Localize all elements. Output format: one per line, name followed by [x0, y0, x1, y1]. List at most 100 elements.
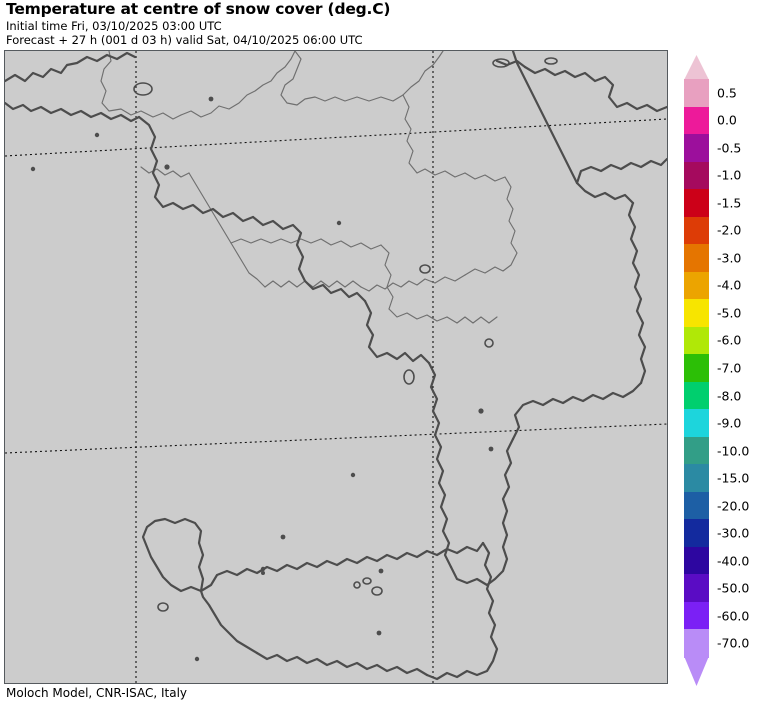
colorbar-band--9.0: [684, 409, 709, 438]
coastline-calabria-west: [427, 361, 453, 569]
coastline-sicily-westlobe: [141, 517, 205, 593]
footer-credit: Moloch Model, CNR-ISAC, Italy: [6, 686, 188, 700]
coastline-croatia: [523, 65, 667, 113]
map-canvas[interactable]: [5, 51, 667, 683]
colorbar-overflow-arrow-top: [684, 55, 709, 80]
point-marker: [208, 96, 214, 102]
islands: [133, 57, 558, 612]
graticule-parallel-1: [5, 118, 667, 157]
colorbar-label--7.0: -7.0: [717, 360, 742, 376]
colorbar-band--1.5: [684, 189, 709, 218]
colorbar-label--15.0: -15.0: [717, 470, 750, 486]
coastline-gargano: [575, 157, 667, 205]
colorbar-label--60.0: -60.0: [717, 608, 750, 624]
colorbar: 0.5 0.0 -0.5 -1.0 -1.5 -2.0 -3.0 -4.0 -5.0 -6.0 -7…: [681, 52, 760, 688]
colorbar-label--2.0: -2.0: [717, 222, 742, 238]
colorbar-label--70.0: -70.0: [717, 635, 750, 651]
coastline-tuscany-lazio: [137, 115, 255, 223]
colorbar-band--7.0: [684, 354, 709, 383]
island-tremiti: [419, 264, 431, 274]
coastline-adriatic-abruzzo: [511, 51, 579, 185]
point-marker: [376, 630, 382, 636]
point-marker: [488, 446, 494, 452]
colorbar-band--50.0: [684, 574, 709, 603]
coastline-puglia-adriatic: [627, 201, 647, 385]
colorbar-band--10.0: [684, 436, 709, 465]
colorbar-label--6.0: -6.0: [717, 332, 742, 348]
island-small-1: [484, 338, 494, 348]
point-marker: [350, 472, 356, 478]
colorbar-band--5.0: [684, 299, 709, 328]
graticule-parallel-2: [5, 423, 667, 454]
coastline-lazio-campania: [251, 215, 367, 303]
colorbar-label--1.5: -1.5: [717, 195, 742, 211]
point-marker: [336, 220, 342, 226]
point-marker: [260, 566, 266, 572]
colorbar-label--20.0: -20.0: [717, 498, 750, 514]
colorbar-band--1.0: [684, 161, 709, 190]
point-marker: [378, 568, 384, 574]
header: Temperature at centre of snow cover (deg…: [0, 0, 680, 50]
colorbar-label--10.0: -10.0: [717, 443, 750, 459]
point-marker: [478, 408, 484, 414]
colorbar-label--9.0: -9.0: [717, 415, 742, 431]
colorbar-band--30.0: [684, 519, 709, 548]
map-background: [5, 51, 667, 683]
colorbar-label--50.0: -50.0: [717, 580, 750, 596]
point-marker: [30, 166, 36, 172]
colorbar-label--40.0: -40.0: [717, 553, 750, 569]
island-egadi: [157, 602, 169, 612]
colorbar-band--15.0: [684, 464, 709, 493]
island-aeolian-3: [353, 581, 361, 589]
colorbar-band--70.0: [684, 629, 709, 658]
colorbar-label--8.0: -8.0: [717, 388, 742, 404]
point-marker: [94, 132, 100, 138]
colorbar-band--40.0: [684, 546, 709, 575]
coastline-tuscany-north: [5, 101, 141, 123]
colorbar-label-0.5: 0.5: [717, 85, 737, 101]
coastlines: [5, 51, 667, 681]
colorbar-band-0.5: [684, 79, 709, 108]
island-aeolian-1: [371, 586, 383, 596]
island-adriatic-1: [492, 58, 510, 68]
island-adriatic-2: [544, 57, 558, 65]
coastline-calabria-east: [449, 437, 515, 587]
initial-time-label: Initial time Fri, 03/10/2025 03:00 UTC: [6, 19, 222, 33]
graticule: [5, 51, 667, 683]
colorbar-band--4.0: [684, 271, 709, 300]
coastline-sicily-east: [425, 541, 499, 681]
coastline-ligurian: [5, 51, 137, 83]
colorbar-band--8.0: [684, 381, 709, 410]
coastline-sicily-south: [255, 651, 429, 677]
colorbar-overflow-arrow-bottom: [684, 656, 709, 686]
map-point-markers: [30, 96, 494, 662]
colorbar-label--0.5: -0.5: [717, 140, 742, 156]
colorbar-band--0.5: [684, 134, 709, 163]
point-marker: [194, 656, 200, 662]
island-elba: [133, 82, 153, 96]
coastline-sicily-north: [199, 541, 485, 593]
colorbar-label-0.0: 0.0: [717, 112, 737, 128]
island-capri-area: [403, 369, 415, 385]
colorbar-band-0.0: [684, 106, 709, 135]
administrative-borders: [100, 51, 518, 324]
coastline-croatia-islands-line: [495, 59, 527, 69]
colorbar-label--3.0: -3.0: [717, 250, 742, 266]
point-marker: [261, 571, 265, 575]
colorbar-bands: [684, 79, 709, 658]
point-marker: [164, 164, 170, 170]
island-aeolian-2: [362, 577, 372, 585]
forecast-label: Forecast + 27 h (001 d 03 h) valid Sat, …: [6, 33, 363, 47]
colorbar-band--2.0: [684, 216, 709, 245]
coastline-campania: [363, 299, 431, 365]
colorbar-band--60.0: [684, 601, 709, 631]
map-frame[interactable]: [4, 50, 668, 684]
colorbar-band--20.0: [684, 491, 709, 520]
colorbar-band--6.0: [684, 326, 709, 355]
colorbar-label--30.0: -30.0: [717, 525, 750, 541]
colorbar-band--3.0: [684, 244, 709, 273]
point-marker: [280, 534, 286, 540]
page-title: Temperature at centre of snow cover (deg…: [6, 0, 391, 18]
colorbar-label--4.0: -4.0: [717, 277, 742, 293]
colorbar-label--5.0: -5.0: [717, 305, 742, 321]
